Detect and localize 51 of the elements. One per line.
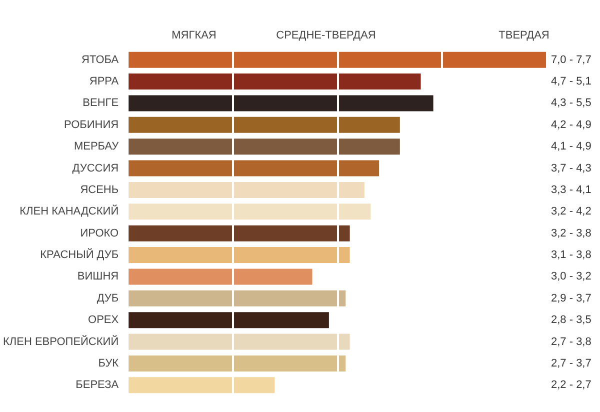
- y-tick-label: ЯРРА: [89, 76, 120, 88]
- text: 3,2 - 4,2: [551, 206, 592, 218]
- text: 2,9 - 3,7: [551, 292, 592, 304]
- y-tick-label: БУК: [98, 357, 120, 370]
- y-tick-label: ДУССИЯ: [72, 162, 119, 174]
- bar: [128, 312, 329, 328]
- bar: [128, 204, 371, 220]
- y-tick-label: ИРОКО: [80, 227, 120, 240]
- text: ТВЕРДАЯ: [498, 30, 550, 42]
- text: 3,2 - 3,8: [551, 227, 592, 240]
- text: 2,7 - 3,8: [551, 336, 592, 348]
- text: СРЕДНЕ-ТВЕРДАЯ: [276, 30, 376, 42]
- text: 4,2 - 4,9: [551, 118, 592, 131]
- y-tick-label: БЕРЕЗА: [76, 379, 120, 392]
- bar: [128, 116, 400, 133]
- bar: [128, 290, 346, 306]
- bar: [128, 74, 421, 90]
- bar: [128, 138, 400, 155]
- text: 2,8 - 3,5: [551, 314, 592, 326]
- y-tick-label: КРАСНЫЙ ДУБ: [40, 248, 119, 262]
- bar: [128, 355, 346, 372]
- y-tick-label: ЯТОБА: [82, 54, 120, 66]
- y-tick-label: ЯСЕНЬ: [80, 184, 119, 196]
- bar: [128, 334, 350, 350]
- text: 3,7 - 4,3: [551, 162, 592, 174]
- bar: [128, 268, 312, 285]
- text: 3,1 - 3,8: [551, 249, 592, 262]
- bar: [128, 225, 350, 242]
- y-tick-label: ВЕНГЕ: [82, 97, 119, 110]
- text: 3,0 - 3,2: [551, 270, 592, 283]
- bar: [128, 95, 434, 112]
- y-tick-label: РОБИНИЯ: [64, 118, 119, 131]
- text: МЯГКАЯ: [172, 30, 216, 42]
- text: 7,0 - 7,7: [551, 54, 592, 66]
- bar: [128, 247, 350, 264]
- text: 3,3 - 4,1: [551, 184, 592, 196]
- text: 4,3 - 5,5: [551, 97, 592, 110]
- bar: [128, 160, 380, 176]
- y-tick-label: КЛЕН ЕВРОПЕЙСКИЙ: [2, 334, 119, 348]
- text: 2,7 - 3,7: [551, 357, 592, 370]
- y-tick-label: КЛЕН КАНАДСКИЙ: [20, 204, 119, 218]
- bar: [128, 182, 364, 198]
- text: 4,7 - 5,1: [551, 76, 592, 88]
- y-tick-label: ВИШНЯ: [77, 270, 119, 283]
- text: 4,1 - 4,9: [551, 140, 592, 153]
- y-tick-label: ОРЕХ: [88, 314, 120, 326]
- text: 2,2 - 2,7: [551, 379, 592, 392]
- y-tick-label: ДУБ: [96, 292, 119, 304]
- bar: [128, 52, 546, 68]
- bar: [128, 377, 275, 394]
- y-tick-label: МЕРБАУ: [74, 140, 120, 153]
